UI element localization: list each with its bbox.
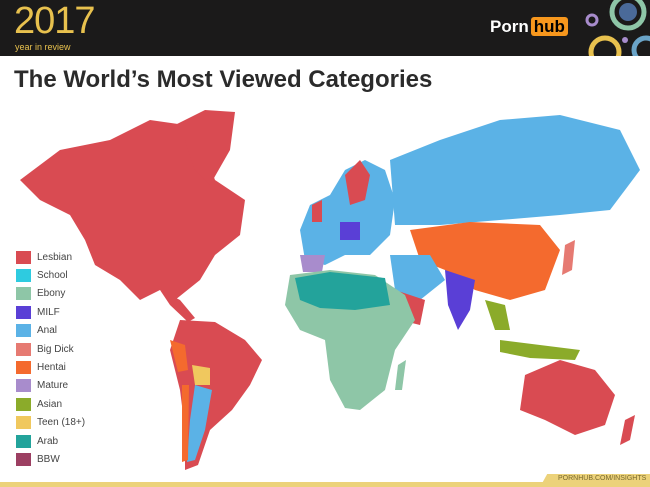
footer-url: PORNHUB.COM/INSIGHTS [558,475,647,482]
legend-item-mature: Mature [16,377,85,395]
region-japan [562,240,575,275]
legend-item-lesbian: Lesbian [16,248,85,266]
legend-label: Teen (18+) [37,417,86,429]
region-germany [340,222,360,240]
region-north-africa [295,272,390,310]
legend-item-ebony: Ebony [16,285,85,303]
region-russia [390,115,640,225]
footer-bar [0,482,650,487]
legend-swatch [16,269,31,283]
world-map [20,110,640,470]
legend-swatch [16,342,31,356]
legend-swatch [16,434,31,448]
legend-label: Lesbian [37,251,73,263]
legend-swatch [16,397,31,411]
legend-item-hentai: Hentai [16,358,85,376]
year-label: 2017 [14,0,96,42]
year-in-review-label: year in review [15,42,71,52]
region-greenland [175,110,235,185]
region-europe [300,160,395,265]
region-central-america [160,290,195,322]
header-banner: 2017 year in review Porn hub [0,0,650,56]
region-new-zealand [620,415,635,445]
legend-label: BBW [37,453,60,465]
footer: PORNHUB.COM/INSIGHTS [0,474,650,487]
legend-swatch [16,452,31,466]
legend-item-school: School [16,266,85,284]
region-australia [520,360,615,435]
region-bolivia [192,365,210,385]
region-iberia [300,255,325,272]
logo-text: Porn [490,17,529,36]
legend-item-big-dick: Big Dick [16,340,85,358]
legend-swatch [16,250,31,264]
legend-label: Anal [37,325,58,337]
legend-label: MILF [37,306,60,318]
legend-item-milf: MILF [16,303,85,321]
legend-swatch [16,305,31,319]
region-china [410,222,560,300]
region-scandinavia [345,160,370,205]
legend-label: Hentai [37,362,66,374]
legend-label: Mature [37,380,69,392]
legend-item-teen: Teen (18+) [16,414,85,432]
region-chile [182,385,189,462]
brand-logo: Porn hub [490,17,568,37]
logo-badge: hub [530,17,568,36]
legend-item-asian: Asian [16,395,85,413]
legend-swatch [16,361,31,375]
decorative-circles-icon [585,0,650,56]
legend-swatch [16,324,31,338]
legend: Lesbian School Ebony MILF Anal Big Dick … [16,248,85,469]
legend-label: Ebony [37,288,66,300]
legend-item-anal: Anal [16,322,85,340]
legend-swatch [16,379,31,393]
region-southeast-asia [485,300,510,330]
legend-swatch [16,416,31,430]
legend-label: Asian [37,398,63,410]
region-india [445,270,475,330]
legend-swatch [16,287,31,301]
legend-label: Big Dick [37,343,74,355]
legend-item-arab: Arab [16,432,85,450]
region-middle-east [390,255,445,300]
legend-label: School [37,270,68,282]
region-peru [170,340,188,372]
region-argentina [187,385,212,462]
legend-item-bbw: BBW [16,450,85,468]
region-indonesia [500,340,580,360]
region-north-america [20,120,245,300]
region-uk [312,200,322,222]
page-title: The World’s Most Viewed Categories [14,66,433,93]
region-madagascar [395,360,406,390]
legend-label: Arab [37,435,59,447]
footer-tab [540,474,650,487]
